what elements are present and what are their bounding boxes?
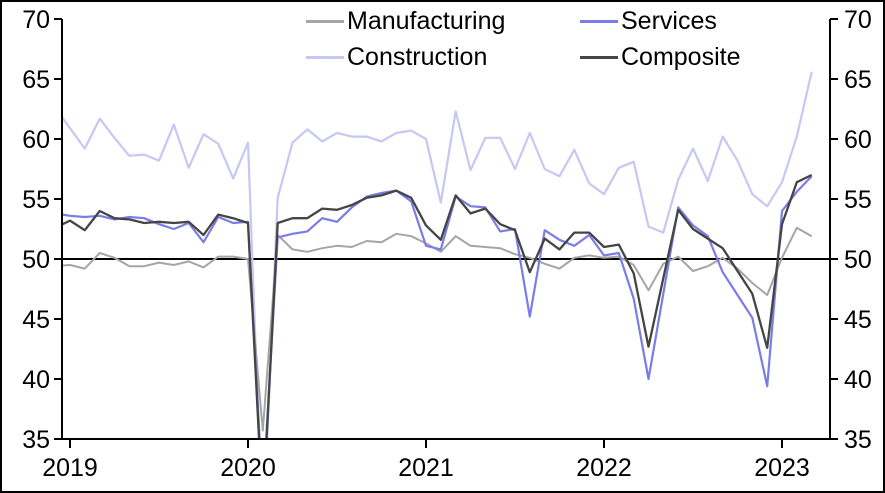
legend-label-composite: Composite bbox=[621, 42, 741, 71]
legend-item-composite: Composite bbox=[580, 42, 741, 71]
y-axis-labels: 35 35 40 40 45 45 50 50 55 55 60 60 65 65 70 70 bbox=[22, 6, 872, 454]
legend-swatch-manufacturing bbox=[306, 19, 344, 23]
y-tick-label-left: 70 bbox=[22, 6, 50, 34]
x-tick-label: 2020 bbox=[220, 454, 276, 482]
y-tick-label-right: 65 bbox=[844, 66, 872, 94]
y-tick-label-right: 40 bbox=[844, 366, 872, 394]
x-axis-labels: 2019 2020 2021 2022 2023 bbox=[42, 454, 810, 482]
legend-item-construction: Construction bbox=[306, 42, 488, 71]
x-tick-label: 2023 bbox=[754, 454, 810, 482]
y-tick-label-right: 60 bbox=[844, 126, 872, 154]
y-tick-label-left: 60 bbox=[22, 126, 50, 154]
legend-swatch-construction bbox=[306, 55, 344, 59]
y-tick-label-right: 70 bbox=[844, 6, 872, 34]
y-tick-label-left: 45 bbox=[22, 306, 50, 334]
series-lines bbox=[62, 71, 813, 440]
x-tick-label: 2022 bbox=[576, 454, 632, 482]
y-tick-label-left: 65 bbox=[22, 66, 50, 94]
legend-item-services: Services bbox=[580, 6, 717, 35]
legend-item-manufacturing: Manufacturing bbox=[306, 6, 506, 35]
series-line-services bbox=[62, 175, 813, 440]
legend-label-construction: Construction bbox=[347, 42, 488, 71]
legend-swatch-services bbox=[580, 19, 618, 23]
legend-swatch-composite bbox=[580, 55, 618, 59]
y-tick-label-left: 35 bbox=[22, 426, 50, 454]
y-tick-label-left: 40 bbox=[22, 366, 50, 394]
series-line-composite bbox=[62, 173, 813, 440]
y-tick-label-left: 50 bbox=[22, 246, 50, 274]
legend-label-services: Services bbox=[621, 6, 717, 35]
y-tick-label-right: 35 bbox=[844, 426, 872, 454]
axes bbox=[54, 18, 838, 448]
legend-label-manufacturing: Manufacturing bbox=[347, 6, 506, 35]
y-tick-label-right: 55 bbox=[844, 186, 872, 214]
y-tick-label-right: 50 bbox=[844, 246, 872, 274]
y-tick-label-right: 45 bbox=[844, 306, 872, 334]
x-tick-label: 2021 bbox=[398, 454, 454, 482]
x-tick-label: 2019 bbox=[42, 454, 98, 482]
y-tick-label-left: 55 bbox=[22, 186, 50, 214]
series-line-construction bbox=[62, 71, 813, 440]
